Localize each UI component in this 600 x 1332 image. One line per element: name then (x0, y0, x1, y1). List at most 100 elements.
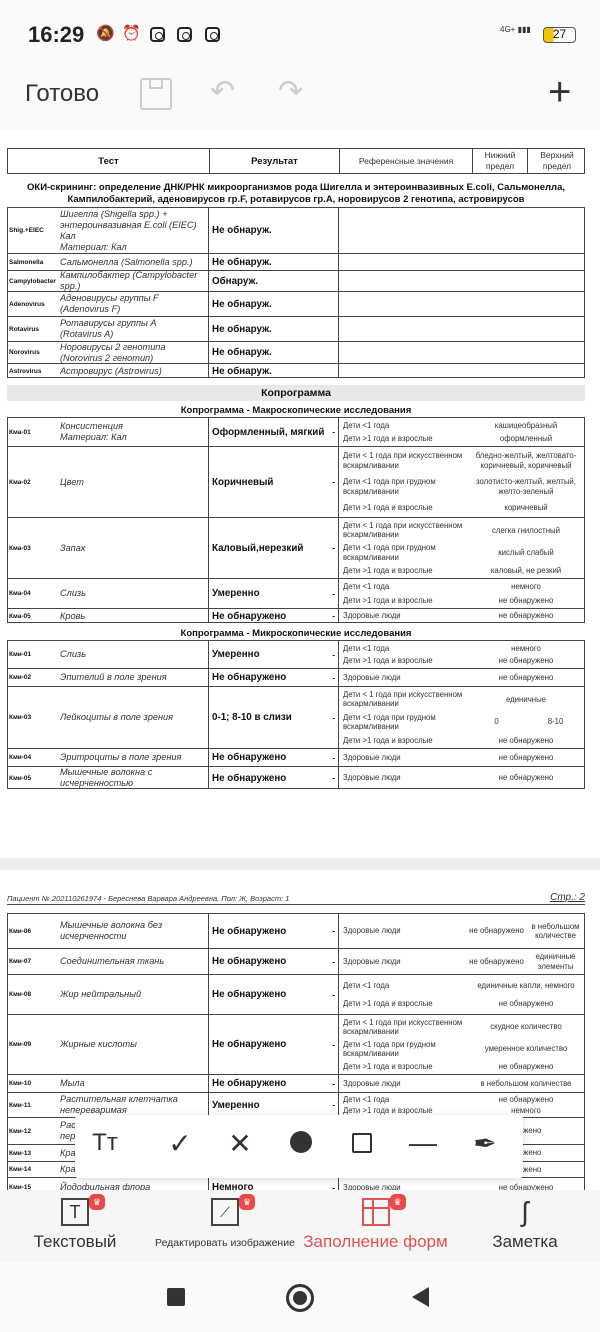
test-code: Кми-02 (9, 674, 32, 681)
reference-line: Дети <1 года при грудном вскармливании зо… (339, 477, 585, 496)
result-flag: - (332, 427, 335, 437)
save-icon[interactable] (140, 78, 172, 110)
reference-values: Дети < 1 года при искусственном вскармли… (338, 518, 585, 578)
reference-values: Дети < 1 года при искусственном вскармли… (338, 1015, 585, 1074)
test-code: Кми-05 (9, 774, 32, 782)
result-value: Не обнаружено - (208, 914, 338, 948)
nav-edit-image[interactable]: ⟋ ♛ Редактировать изображение (150, 1190, 300, 1249)
test-name: Рас пер (60, 1120, 76, 1141)
reference-value: коричневый (504, 503, 548, 513)
result-text: Не обнаруж. (212, 323, 272, 335)
result-value: Умеренно - (208, 641, 338, 668)
result-flag: - (332, 773, 335, 783)
nav-text[interactable]: T ♛ Текстовый (20, 1190, 130, 1252)
plus-icon[interactable]: + (548, 70, 572, 114)
result-value: Не обнаружено - (208, 609, 338, 623)
result-flag: - (332, 1183, 335, 1192)
back-button[interactable] (412, 1287, 429, 1307)
result-text: Не обнаруж. (212, 225, 272, 236)
result-text: Умеренно (212, 588, 260, 599)
reference-line: Дети >1 года и взрослые не обнаружено (339, 1062, 585, 1072)
dot-icon[interactable] (281, 1128, 321, 1160)
reference-line: Дети >1 года и взрослые не обнаружено (339, 596, 585, 606)
reference-values (338, 317, 585, 341)
result-flag: - (332, 926, 335, 936)
result-flag: - (332, 673, 335, 682)
reference-group: Здоровые люди (343, 611, 401, 621)
undo-icon[interactable]: ↶ (210, 75, 236, 108)
reference-group: Дети <1 года (343, 420, 390, 430)
test-code: Кми-15 (9, 1184, 32, 1191)
test-name: Кра (60, 1147, 76, 1158)
check-icon[interactable]: ✓ (168, 1128, 192, 1159)
nav-note[interactable]: ʃ Заметка (475, 1190, 575, 1252)
macro-table (7, 417, 585, 623)
reference-value: не обнаружено (498, 752, 554, 762)
reference-line: Дети <1 года кашицеобразный (339, 421, 585, 431)
text-size-icon[interactable]: Tт (92, 1129, 118, 1156)
result-flag: - (332, 1040, 335, 1049)
reference-values: Здоровые люди не обнаружено (338, 767, 585, 789)
reference-upper: единичные элементы (535, 952, 576, 971)
result-value: Не обнаруж. (208, 208, 338, 253)
test-code: Кма-02 (9, 478, 31, 486)
reference-upper: 8-10 (547, 717, 564, 727)
test-name: Эпителий в поле зрения (60, 672, 167, 682)
reference-values: Здоровые люди не обнаружено (338, 609, 585, 623)
result-flag: - (332, 713, 335, 722)
cross-icon[interactable]: ✕ (228, 1128, 252, 1159)
pen-icon[interactable]: ✒ (473, 1128, 497, 1159)
result-value: Умеренно - (208, 579, 338, 608)
recents-button[interactable] (167, 1288, 185, 1306)
reference-values: Здоровые люди не обнаружено (338, 749, 585, 766)
table-row: Кми-07 Соединительная ткань Не обнаружено -… (7, 948, 585, 974)
status-bar: 16:29 🔕 ⏰ 4G+ ▮▮▮ 27 (0, 0, 600, 70)
home-button[interactable] (286, 1284, 314, 1312)
test-name: Йодофильная флора (60, 1182, 151, 1192)
reference-group: Дети >1 года и взрослые (343, 595, 433, 605)
table-row: Adenovirus Аденовирусы группы F (Adenovir… (7, 291, 585, 316)
test-code: Кми-10 (9, 1080, 32, 1087)
table-row: Кма-03 Запах Каловый,нерезкий - Дети < 1 год… (7, 517, 585, 578)
line-icon[interactable]: — (409, 1127, 437, 1158)
reference-values: Дети < 1 года при искусственном вскармли… (338, 687, 585, 748)
reference-group: Дети >1 года и взрослые (343, 735, 433, 745)
result-flag: - (332, 1079, 335, 1088)
reference-values: Дети <1 года кашицеобразный Дети >1 года и… (338, 418, 585, 446)
result-value: Каловый,нерезкий - (208, 518, 338, 578)
reference-value: слегка гнилостный (492, 525, 560, 535)
table-row: Кма-04 Слизь Умеренно - Дети <1 года немного Д… (7, 578, 585, 608)
result-flag: - (332, 477, 335, 487)
reference-value: скудное количество (490, 1022, 562, 1032)
network-type: 4G+ (500, 25, 516, 34)
reference-values: Здоровые люди не обнаружено единичные элем… (338, 949, 585, 974)
table-row: Shig.+EIEC Шигелла (Shigella spp.) + энте… (7, 207, 585, 253)
reference-line: Дети < 1 года при искусственном вскармли… (339, 690, 585, 709)
reference-value: аружено (510, 1164, 542, 1174)
result-text: Не обнаруж. (212, 347, 272, 358)
test-code: Astrovirus (9, 367, 42, 375)
reference-value: аружено (510, 1126, 542, 1136)
reference-group: Здоровые люди (343, 773, 401, 783)
oki-table (7, 207, 585, 378)
result-text: Каловый,нерезкий (212, 542, 304, 554)
reference-group: Здоровые люди (343, 1182, 401, 1192)
reference-value: умеренное количество (484, 1044, 568, 1054)
nav-form-fill[interactable]: ♛ Заполнение форм (298, 1190, 453, 1252)
result-value: Коричневый - (208, 447, 338, 517)
square-icon[interactable] (342, 1128, 382, 1160)
result-flag: - (332, 957, 335, 966)
reference-group: Дети < 1 года при искусственном вскармли… (343, 520, 463, 540)
table-row: Campylobacter Кампилобактер (Campylobacte… (7, 270, 585, 291)
test-name: Ротавирусы группы A (Rotavirus A) (60, 318, 157, 339)
reference-values: Здоровые люди не обнаружено (338, 1178, 585, 1197)
patient-info: Пациент № 202110261974 - Береснева Варва… (7, 894, 290, 903)
redo-icon[interactable]: ↷ (278, 75, 304, 108)
result-text: Не обнаружено (212, 752, 287, 763)
done-button[interactable]: Готово (25, 80, 100, 107)
reference-group: Дети <1 года (343, 643, 390, 653)
test-name: Лейкоциты в поле зрения (60, 712, 174, 722)
header-result: Результат (209, 149, 339, 173)
app-bar: Готово ↶ ↷ + (0, 70, 600, 130)
patient-line: Пациент № 202110261974 - Береснева Варва… (7, 892, 585, 905)
